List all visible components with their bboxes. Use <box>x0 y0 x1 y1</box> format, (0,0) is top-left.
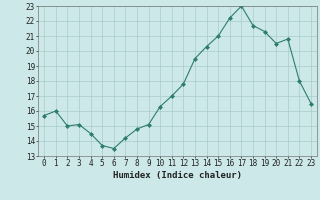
X-axis label: Humidex (Indice chaleur): Humidex (Indice chaleur) <box>113 171 242 180</box>
